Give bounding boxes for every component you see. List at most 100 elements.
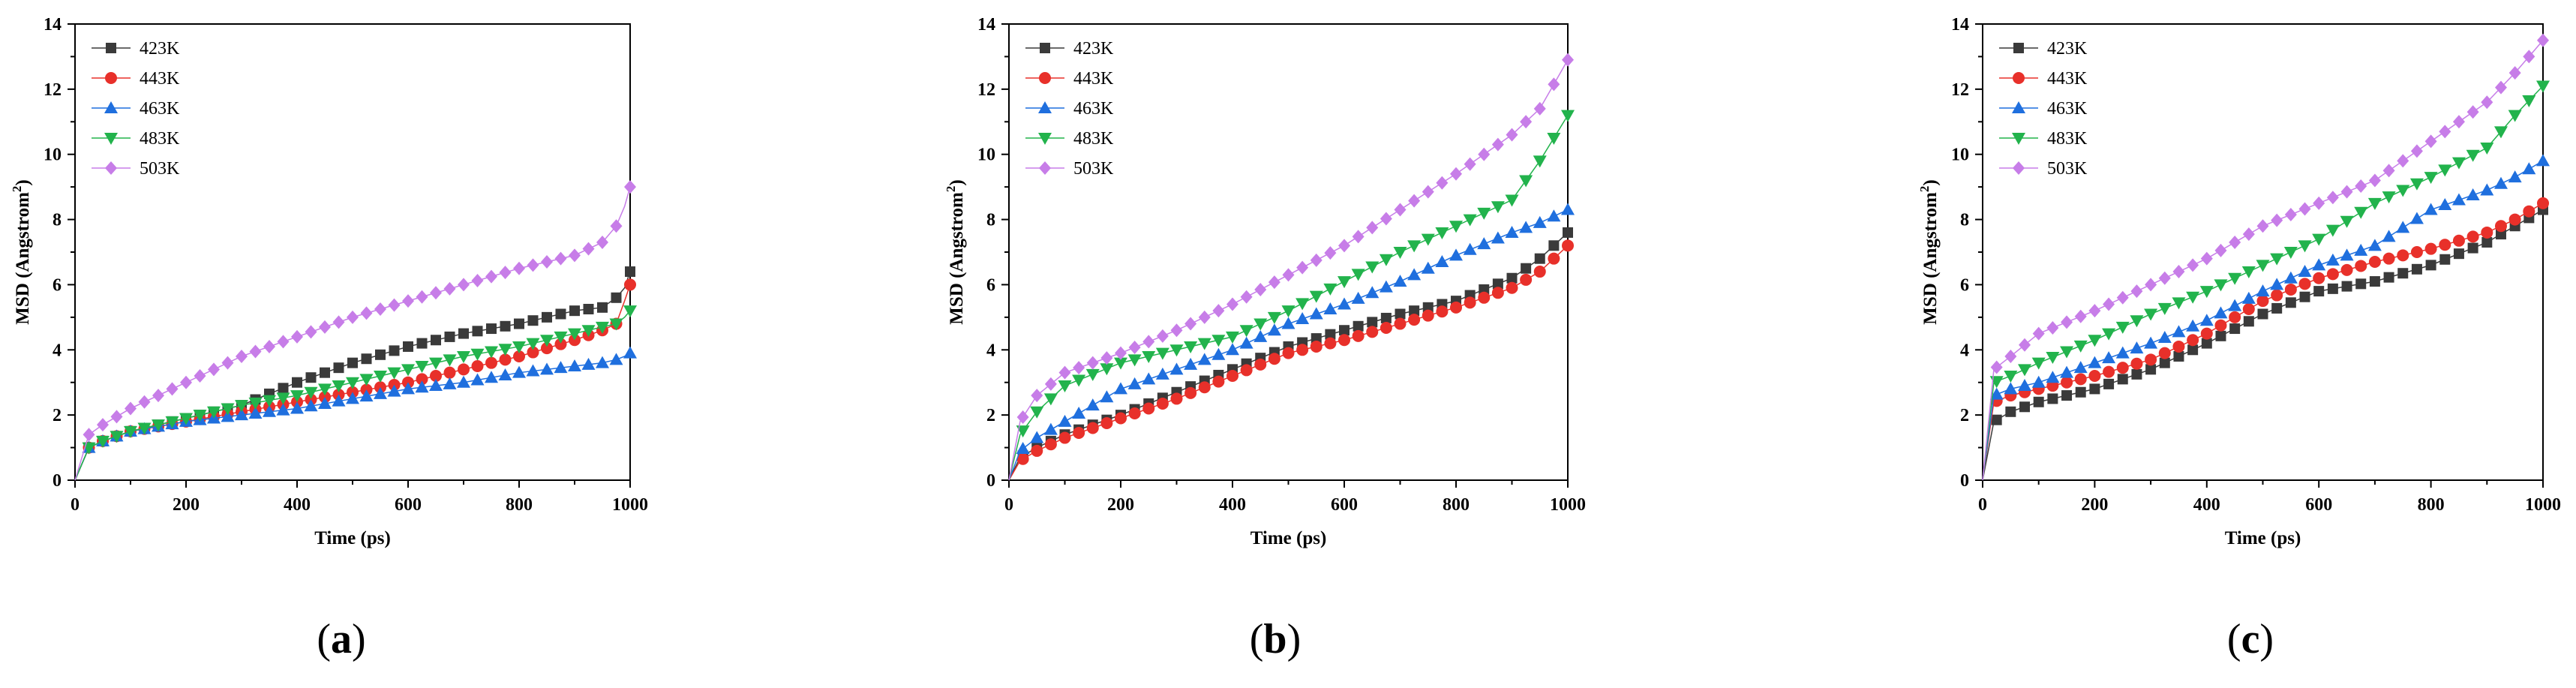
data-point (179, 413, 193, 425)
y-tick-label: 14 (44, 15, 62, 35)
data-point (221, 410, 235, 422)
data-point (457, 375, 470, 388)
data-point (1323, 302, 1338, 314)
legend-marker (2012, 133, 2025, 145)
data-point (1043, 393, 1058, 406)
y-tick-label: 10 (44, 146, 62, 165)
data-point (430, 286, 442, 300)
legend-label: 443K (1073, 69, 1114, 89)
data-point (1239, 325, 1253, 338)
data-point (2424, 242, 2437, 255)
data-point (263, 395, 276, 407)
data-point (2088, 304, 2101, 318)
data-point (2493, 126, 2508, 139)
data-point (2130, 315, 2144, 328)
legend-label: 423K (140, 39, 180, 59)
data-point (1408, 314, 1421, 326)
data-point (568, 359, 581, 371)
legend-marker (105, 72, 117, 84)
data-point (2396, 185, 2410, 197)
data-point (1127, 354, 1142, 367)
data-point (1100, 363, 1114, 376)
y-axis-label-close: ) (947, 179, 967, 185)
data-point (1547, 209, 1561, 222)
data-point (1240, 290, 1253, 304)
data-point (2019, 401, 2031, 413)
data-point (2367, 239, 2382, 251)
data-point (554, 361, 568, 374)
data-point (290, 401, 304, 414)
data-point (429, 357, 443, 370)
data-point (2158, 347, 2171, 359)
data-point (1058, 431, 1071, 444)
data-point (2256, 260, 2270, 272)
data-point (416, 338, 428, 349)
data-point (472, 326, 483, 337)
data-point (500, 320, 511, 332)
data-point (1464, 296, 1476, 309)
data-point (2382, 191, 2396, 204)
data-point (1365, 286, 1380, 299)
data-point (527, 315, 539, 326)
data-point (401, 364, 415, 377)
data-point (2523, 50, 2535, 64)
data-point (2172, 325, 2186, 338)
data-point (2200, 327, 2213, 340)
data-point (2283, 271, 2298, 284)
chart-panel-c: 0 200 400 600 800 1000 0 2 4 6 8 10 12 14 Time (ps) MSD… (1917, 15, 2561, 662)
data-point (1506, 128, 1518, 142)
series-503K (74, 180, 636, 481)
data-point (2508, 110, 2522, 122)
data-point (2102, 328, 2116, 341)
data-point (1365, 261, 1380, 274)
series-503K (1008, 53, 1574, 481)
data-point (2201, 338, 2212, 349)
data-point (1016, 452, 1029, 465)
data-point (554, 338, 567, 350)
data-point (1058, 414, 1072, 427)
data-point (2411, 263, 2422, 275)
panel-label-close: ) (352, 616, 366, 662)
legend-label: 463K (2047, 99, 2088, 119)
data-point (1282, 347, 1295, 359)
data-point (623, 346, 637, 359)
data-point (221, 356, 234, 370)
data-point (2116, 290, 2129, 305)
data-point (2383, 272, 2394, 283)
data-point (2214, 306, 2228, 319)
data-point (2243, 316, 2254, 327)
data-point (2172, 265, 2185, 279)
data-point (458, 363, 470, 376)
data-point (208, 362, 220, 377)
data-point (1169, 362, 1184, 375)
data-point (1491, 287, 1504, 299)
data-point (1323, 283, 1338, 296)
data-point (2508, 170, 2522, 183)
data-point (1296, 298, 1310, 311)
data-point (1352, 329, 1365, 342)
legend-label: 483K (2047, 129, 2088, 149)
data-point (2031, 357, 2046, 370)
data-point (2200, 251, 2213, 266)
legend-label: 423K (2047, 39, 2088, 59)
data-point (2144, 336, 2158, 349)
data-point (1380, 321, 1392, 334)
data-point (2466, 105, 2479, 119)
data-point (1016, 425, 1030, 438)
data-point (374, 386, 387, 399)
data-point (2256, 219, 2269, 233)
data-point (512, 365, 526, 378)
data-point (304, 386, 318, 399)
data-point (1226, 343, 1239, 356)
data-point (526, 364, 540, 377)
series-line (74, 271, 631, 481)
data-point (1268, 275, 1280, 290)
data-point (540, 335, 554, 347)
series-line (74, 186, 631, 481)
data-point (1211, 347, 1226, 360)
data-point (1548, 77, 1560, 92)
data-point (2467, 242, 2478, 254)
legend-marker (1038, 133, 1052, 145)
data-point (2439, 125, 2451, 139)
y-tick-label: 0 (53, 471, 62, 491)
